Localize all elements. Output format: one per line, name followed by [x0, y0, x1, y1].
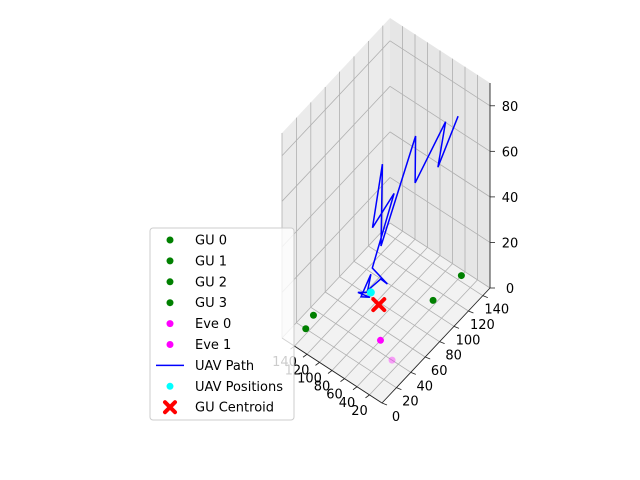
legend-label: GU Centroid [195, 401, 274, 416]
grid-line-z [281, 40, 391, 157]
grid-line-y [296, 322, 397, 389]
z-tick-label: 80 [502, 100, 519, 115]
grid-line-x [294, 230, 403, 347]
gu-point [429, 296, 437, 304]
gu-point [457, 272, 465, 280]
y-tick-mark [482, 295, 488, 299]
grid-line-y [339, 276, 440, 343]
grid-line-z [389, 85, 491, 152]
grid-line-z [389, 40, 491, 107]
gu-centroid-marker [371, 297, 387, 313]
x-tick-mark [327, 370, 333, 374]
legend-label: GU 2 [195, 275, 227, 290]
legend-gu-marker [166, 299, 174, 307]
x-tick-mark [352, 386, 358, 391]
grid-line-x [331, 255, 441, 371]
legend-label: UAV Path [195, 359, 254, 374]
grid-line-y [353, 260, 455, 327]
legend-gu-marker [166, 278, 174, 286]
legend-label: UAV Positions [195, 380, 283, 395]
y-tick-label: 20 [402, 395, 419, 410]
legend-label: GU 0 [195, 234, 227, 249]
eve-point [377, 336, 384, 344]
x-tick-label: 60 [326, 388, 343, 403]
legend-gu-marker [166, 257, 174, 265]
y-tick-label: 80 [445, 349, 462, 364]
grid-line-z [281, 177, 391, 293]
legend-label: Eve 1 [195, 338, 231, 353]
data-marks [302, 115, 465, 364]
legend-eve-marker [166, 341, 174, 348]
grid-line-z [281, 222, 391, 339]
uav-position-point [366, 288, 375, 297]
grid-line-z [389, 131, 491, 198]
grid-line-y [382, 230, 484, 297]
eve-point [388, 356, 396, 364]
y-tick-mark [381, 402, 388, 406]
uav-path-line [357, 115, 459, 299]
legend-uav-marker [166, 382, 174, 390]
grid-line-x [344, 263, 453, 379]
x-tick-label: 100 [297, 371, 322, 386]
y-tick-mark [425, 356, 431, 360]
y-tick-mark [468, 310, 474, 314]
y-tick-label: 40 [417, 379, 434, 394]
grid-line-y [368, 245, 469, 312]
legend-label: GU 3 [195, 296, 227, 311]
grid-line-z [281, 131, 391, 248]
legend-label: GU 1 [195, 254, 227, 269]
legend: GU 0 GU 1 GU 2 GU 3 Eve 0 Eve 1 UAV Path UAV Po… [149, 227, 295, 421]
y-tick-label: 0 [392, 410, 400, 425]
legend-gu-marker [166, 236, 174, 244]
x-tick-mark [302, 353, 308, 358]
legend-label: Eve 0 [195, 317, 231, 332]
y-tick-label: 120 [470, 318, 495, 333]
y-tick-mark [410, 371, 416, 375]
grid-line-z [389, 222, 491, 289]
z-tick-label: 40 [502, 191, 519, 206]
y-tick-mark [453, 325, 460, 329]
gu-point [309, 311, 317, 319]
x-tick-label: 40 [339, 396, 356, 411]
grid-line-y [310, 306, 412, 373]
y-tick-label: 100 [456, 333, 481, 348]
legend-eve-marker [166, 320, 174, 328]
x-tick-mark [340, 378, 345, 382]
z-tick-label: 60 [502, 145, 519, 160]
z-tick-label: 20 [502, 236, 519, 251]
x-tick-mark [365, 394, 370, 399]
y-tick-mark [396, 387, 402, 391]
y-axis-line [381, 287, 491, 404]
gu-point [302, 325, 310, 333]
grid-line-y [324, 291, 426, 358]
y-tick-label: 140 [484, 303, 509, 318]
grid-line-x [319, 247, 428, 363]
x-tick-label: 20 [351, 404, 368, 419]
back-left-pane [282, 18, 390, 338]
y-tick-mark [439, 341, 445, 345]
legend-box [149, 227, 295, 421]
z-tick-label: 0 [506, 282, 514, 297]
x-tick-label: 80 [314, 380, 331, 395]
legend-centroid-marker [163, 400, 177, 415]
y-tick-label: 60 [431, 364, 448, 379]
x-tick-mark [315, 362, 320, 366]
grid-line-z [281, 86, 391, 202]
grid-line-z [389, 177, 491, 243]
grid-line-x [356, 271, 466, 388]
grid-line-x [369, 279, 478, 396]
